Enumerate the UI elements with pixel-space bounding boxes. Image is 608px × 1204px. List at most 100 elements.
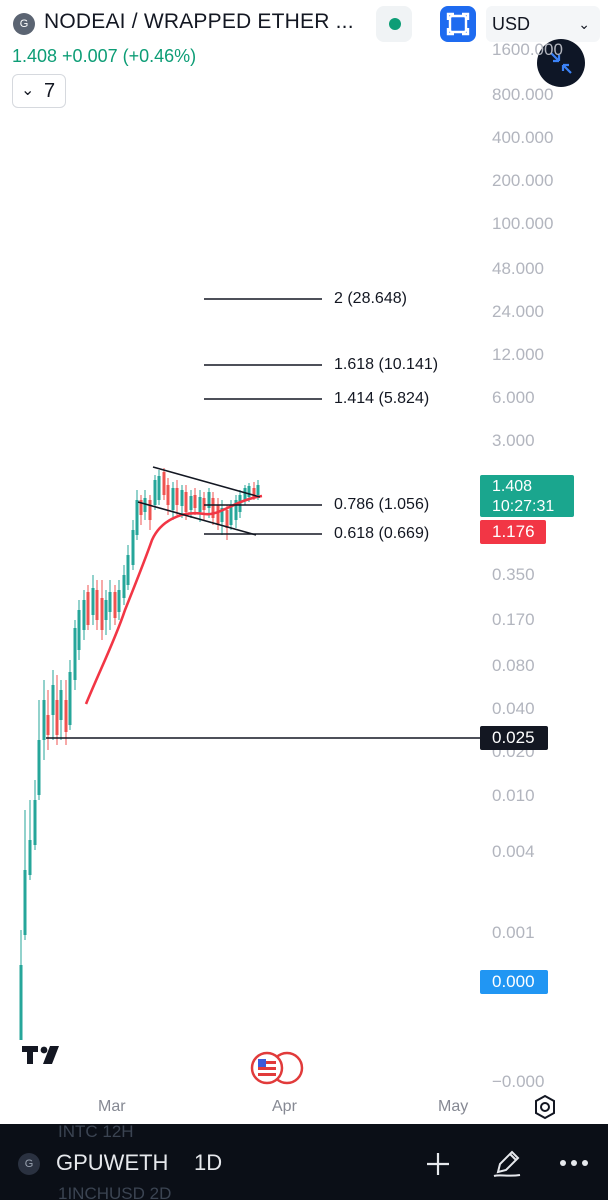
- flag-upper-trendline: [152, 466, 261, 498]
- price-axis-label: 1600.000: [492, 40, 563, 59]
- candle-body: [234, 500, 238, 520]
- more-dots-icon[interactable]: [558, 1156, 590, 1170]
- price-change-summary: 1.408 +0.007 (+0.46%): [12, 46, 197, 66]
- candle-body: [55, 700, 59, 735]
- flag-lower-trendline: [137, 501, 257, 536]
- candle-body: [180, 490, 184, 506]
- candle-body: [157, 476, 161, 500]
- candle-body: [86, 592, 90, 625]
- candle-body: [51, 685, 55, 715]
- candle-body: [104, 600, 108, 620]
- candle-body: [19, 965, 23, 1040]
- chart-type-button[interactable]: [440, 6, 476, 42]
- candle-body: [82, 600, 86, 630]
- candles-group: [19, 468, 260, 1040]
- chart-type-icon: [446, 12, 470, 36]
- price-axis-label: 0.040: [492, 699, 535, 718]
- fib-label: 1.618 (10.141): [334, 356, 439, 373]
- candle-body: [95, 590, 99, 620]
- candle-body: [207, 492, 211, 508]
- moving-average-line: [84, 494, 263, 705]
- settings-hex-icon[interactable]: [533, 1094, 557, 1120]
- price-axis-label: 12.000: [492, 345, 544, 364]
- price-axis-label: 0.001: [492, 923, 535, 942]
- candle-body: [202, 498, 206, 510]
- fib-label: 0.786 (1.056): [334, 496, 430, 513]
- candle-body: [46, 715, 50, 735]
- candle-body: [198, 497, 202, 512]
- candle-body: [243, 488, 247, 500]
- candle-body: [189, 496, 193, 510]
- candle-body: [23, 870, 27, 935]
- candle-body: [131, 530, 135, 565]
- price-axis-label: 0.350: [492, 565, 535, 584]
- candle-body: [153, 480, 157, 505]
- watchlist-scroll-item: INTC 12H: [58, 1122, 134, 1141]
- price-axis-label: 0.170: [492, 610, 535, 629]
- price-axis-label: 3.000: [492, 431, 535, 450]
- price-axis-label: 0.010: [492, 786, 535, 805]
- candle-body: [113, 592, 117, 618]
- price-axis-label: 800.000: [492, 85, 554, 104]
- candle-body: [252, 488, 256, 497]
- chevron-down-icon: ⌄: [21, 82, 35, 99]
- candle-body: [33, 800, 37, 845]
- price-axis-label: 100.000: [492, 214, 554, 233]
- market-open-dot-icon: [389, 18, 401, 30]
- candle-body: [37, 740, 41, 795]
- candle-body: [184, 492, 188, 512]
- time-axis-label: Apr: [272, 1098, 297, 1115]
- economic-events-icon[interactable]: [249, 1050, 305, 1086]
- candle-body: [211, 498, 215, 518]
- candle-body: [64, 700, 68, 732]
- candle-body: [247, 486, 251, 497]
- price-axis-label: −0.000: [492, 1072, 545, 1091]
- symbol-logo: G: [13, 13, 35, 35]
- fib-label: 0.618 (0.669): [334, 525, 430, 542]
- price-axis-label: 0.004: [492, 842, 535, 861]
- candle-body: [59, 690, 63, 720]
- candle-body: [77, 610, 81, 650]
- candle-body: [148, 500, 152, 520]
- price-axis-label: 6.000: [492, 388, 535, 407]
- candle-body: [28, 840, 32, 875]
- candle-body: [135, 500, 139, 535]
- symbol-title[interactable]: NODEAI / WRAPPED ETHER ...: [44, 10, 354, 33]
- price-axis-label: 48.000: [492, 259, 544, 278]
- bottom-symbol-button[interactable]: GPUWETH: [56, 1150, 169, 1175]
- candle-body: [171, 488, 175, 510]
- watchlist-scroll-item: 1INCHUSD 2D: [58, 1184, 172, 1203]
- candle-body: [139, 500, 143, 515]
- candle-body: [193, 495, 197, 508]
- candle-body: [225, 510, 229, 528]
- candle-body: [122, 575, 126, 598]
- bottom-toolbar: [0, 1124, 608, 1200]
- bar-countdown: 10:27:31: [492, 498, 555, 515]
- candle-body: [216, 505, 220, 525]
- candle-body: [229, 506, 233, 525]
- indicators-toggle-button[interactable]: ⌄ 7: [12, 74, 66, 108]
- currency-value: USD: [492, 14, 531, 34]
- price-chart[interactable]: [0, 0, 480, 1090]
- minimize-icon: [550, 52, 572, 74]
- minimize-button[interactable]: [537, 39, 585, 87]
- candle-body: [175, 488, 179, 505]
- moving-average-tag: 1.176: [480, 520, 546, 544]
- interval-button[interactable]: 1D: [194, 1150, 223, 1175]
- time-axis-label: May: [438, 1098, 469, 1115]
- candle-body: [108, 592, 112, 612]
- currency-select[interactable]: USD ⌄: [486, 6, 600, 42]
- indicator-count: 7: [43, 80, 56, 102]
- candle-body: [143, 498, 147, 512]
- plus-icon[interactable]: [424, 1150, 452, 1178]
- horizontal-line-tag: 0.025: [480, 726, 548, 750]
- chevron-down-icon: ⌄: [578, 16, 590, 32]
- pencil-icon[interactable]: [490, 1146, 524, 1180]
- candle-body: [42, 700, 46, 740]
- price-axis-label: 400.000: [492, 128, 554, 147]
- price-axis-label: 200.000: [492, 171, 554, 190]
- bottom-symbol-logo: G: [18, 1153, 40, 1175]
- fib-label: 2 (28.648): [334, 290, 407, 307]
- candle-body: [166, 485, 170, 505]
- last-price-tag: 1.408 10:27:31: [480, 475, 574, 517]
